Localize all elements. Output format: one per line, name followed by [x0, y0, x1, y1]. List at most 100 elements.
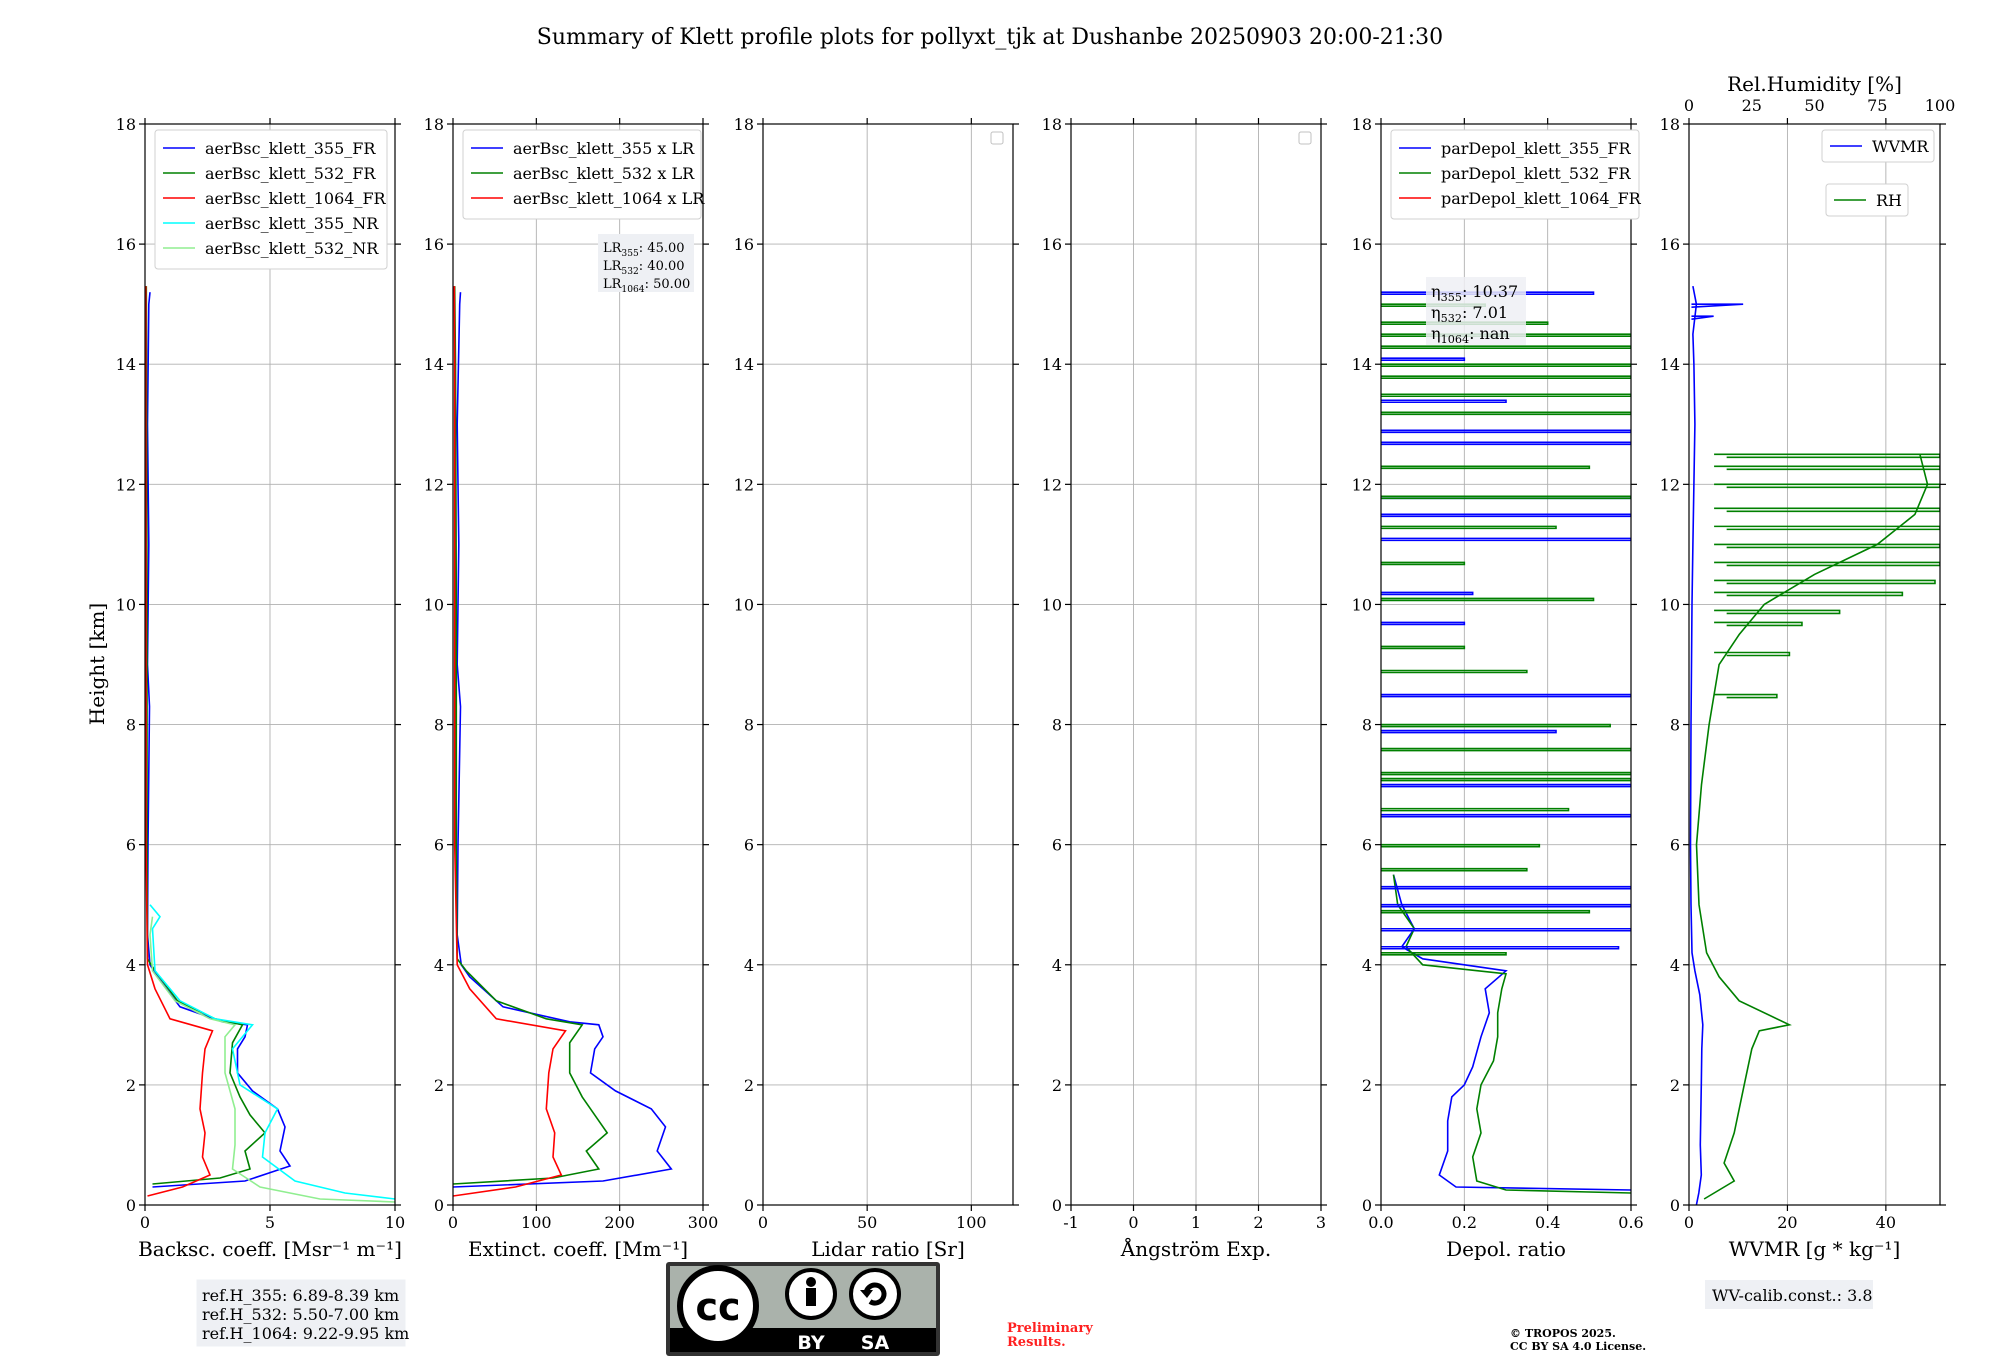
- y-tick-label: 8: [744, 716, 754, 735]
- y-tick-label: 16: [734, 235, 754, 254]
- y-tick-label: 8: [1362, 716, 1372, 735]
- series-line-aerBsc_klett_355_NR: [149, 904, 395, 1200]
- legend: aerBsc_klett_355 x LR aerBsc_klett_532 x …: [462, 129, 705, 220]
- svg-text:cc: cc: [695, 1285, 740, 1329]
- series-spike-parDepol_klett_532_FR: [1381, 363, 1631, 368]
- x-tick-label: 40: [1876, 1213, 1896, 1232]
- x-tick-label: 300: [688, 1213, 719, 1232]
- series-spike-parDepol_klett_532_FR: [1381, 411, 1631, 416]
- series-line-RH: [1695, 454, 1929, 1200]
- series-line-WVMR: [1689, 285, 1704, 1205]
- series-spike-RH: [1714, 465, 1940, 471]
- y-tick-label: 2: [744, 1076, 754, 1095]
- legend-entry: aerBsc_klett_532_FR: [205, 164, 376, 183]
- series-spike-parDepol_klett_355_FR: [1381, 927, 1631, 932]
- y-tick-label: 4: [434, 956, 444, 975]
- empty-legend-box: [1298, 131, 1312, 145]
- series-line-aerBsc_klett_355_FR: [146, 292, 292, 1188]
- series-spike-parDepol_klett_355_FR: [1381, 885, 1631, 890]
- series-spike-parDepol_klett_355_FR: [1381, 783, 1631, 788]
- cc-license-badge: cc BY SA: [666, 1262, 940, 1356]
- plot-frame: [1688, 123, 1941, 1206]
- preliminary-line-2: Results.: [1007, 1335, 1066, 1350]
- lr-entry: LR1064: 50.00: [603, 277, 690, 295]
- series-line-parDepol_klett_532_FR: [1392, 874, 1631, 1194]
- y-tick-label: 0: [1670, 1196, 1680, 1215]
- y-tick-label: 12: [424, 475, 444, 494]
- lr-entry: LR355: 45.00: [603, 241, 685, 259]
- legend: parDepol_klett_355_FR parDepol_klett_532_…: [1390, 129, 1642, 220]
- x-axis-label: WVMR [g * kg⁻¹]: [1729, 1237, 1901, 1261]
- y-tick-label: 16: [1042, 235, 1062, 254]
- y-tick-label: 2: [1670, 1076, 1680, 1095]
- series-spike-parDepol_klett_532_FR: [1381, 867, 1528, 872]
- panel-lr: 0 2 4 6 8 10 12 14 16 18 0 50 100 Lidar ratio [Sr]: [734, 115, 1019, 1261]
- y-tick-label: 0: [744, 1196, 754, 1215]
- legend-entry: RH: [1876, 191, 1902, 210]
- series-group: [1381, 291, 1631, 1194]
- x-tick-label: 10: [385, 1213, 405, 1232]
- series-spike-RH: [1714, 525, 1940, 531]
- series-line-aerBsc_klett_1064 x LR: [453, 286, 567, 1197]
- y-tick-label: 16: [424, 235, 444, 254]
- y-tick-label: 14: [424, 355, 444, 374]
- y-tick-label: 6: [434, 836, 444, 855]
- top-tick-label: 25: [1742, 96, 1762, 115]
- series-spike-parDepol_klett_355_FR: [1381, 621, 1466, 626]
- legend-entry: aerBsc_klett_532 x LR: [513, 164, 695, 183]
- top-axis-label: Rel.Humidity [%]: [1727, 72, 1902, 96]
- y-tick-label: 12: [1352, 475, 1372, 494]
- series-spike-parDepol_klett_355_FR: [1381, 903, 1631, 908]
- y-tick-label: 14: [1042, 355, 1062, 374]
- series-spike-parDepol_klett_532_FR: [1381, 807, 1570, 812]
- series-spike-RH: [1714, 543, 1940, 549]
- series-spike-RH: [1714, 507, 1940, 513]
- copyright-line-1: © TROPOS 2025.: [1510, 1327, 1616, 1340]
- series-spike-parDepol_klett_532_FR: [1381, 597, 1595, 602]
- legend-box: [1390, 129, 1640, 220]
- y-tick-label: 16: [1660, 235, 1680, 254]
- license-sa-label: SA: [861, 1332, 890, 1354]
- y-tick-label: 0: [1052, 1196, 1062, 1215]
- x-tick-label: 100: [956, 1213, 987, 1232]
- series-spike-parDepol_klett_532_FR: [1381, 645, 1466, 650]
- x-tick-label: 20: [1777, 1213, 1797, 1232]
- legend-box: [154, 129, 388, 270]
- y-tick-label: 0: [126, 1196, 136, 1215]
- legend-box: [462, 129, 702, 220]
- series-spike-parDepol_klett_532_FR: [1381, 525, 1557, 530]
- series-spike-parDepol_klett_355_FR: [1381, 441, 1631, 446]
- copyright-line-2: CC BY SA 4.0 License.: [1510, 1340, 1646, 1353]
- x-tick-label: 0.6: [1618, 1213, 1643, 1232]
- y-tick-label: 18: [424, 115, 444, 134]
- legend-entry: aerBsc_klett_532_NR: [205, 239, 379, 258]
- legend-entry: aerBsc_klett_1064_FR: [205, 189, 387, 208]
- series-spike-parDepol_klett_355_FR: [1381, 429, 1631, 434]
- series-spike-parDepol_klett_355_FR: [1381, 513, 1631, 518]
- legend-entry: aerBsc_klett_355_NR: [205, 214, 379, 233]
- lr-entry: LR532: 40.00: [603, 259, 685, 277]
- y-tick-label: 10: [424, 595, 444, 614]
- panel-depol: 0 2 4 6 8 10 12 14 16 18 0.0 0.2 0.4 0.6 Depol. ratio p…: [1352, 115, 1644, 1261]
- x-axis-label: Ångström Exp.: [1120, 1236, 1271, 1261]
- legend-box-rh: [1825, 183, 1909, 217]
- series-group: [453, 286, 673, 1197]
- wv-calib-box: WV-calib.const.: 3.8: [1705, 1280, 1873, 1309]
- y-tick-label: 18: [116, 115, 136, 134]
- panel-bsc: 0 2 4 6 8 10 12 14 16 18 0 5 10 Backsc. coeff. [Msr⁻¹…: [116, 115, 406, 1261]
- series-spike-WVMR: [1691, 315, 1714, 320]
- eta-box-bg: [1426, 277, 1526, 345]
- legend-entry: parDepol_klett_1064_FR: [1441, 189, 1642, 208]
- y-tick-label: 4: [126, 956, 136, 975]
- series-spike-parDepol_klett_355_FR: [1381, 813, 1631, 818]
- eta-entry: η1064: nan: [1431, 324, 1510, 346]
- preliminary-line-1: Preliminary: [1007, 1321, 1093, 1336]
- series-spike-WVMR: [1691, 303, 1744, 308]
- y-tick-label: 2: [1362, 1076, 1372, 1095]
- series-spike-RH: [1714, 621, 1803, 627]
- y-tick-label: 0: [1362, 1196, 1372, 1215]
